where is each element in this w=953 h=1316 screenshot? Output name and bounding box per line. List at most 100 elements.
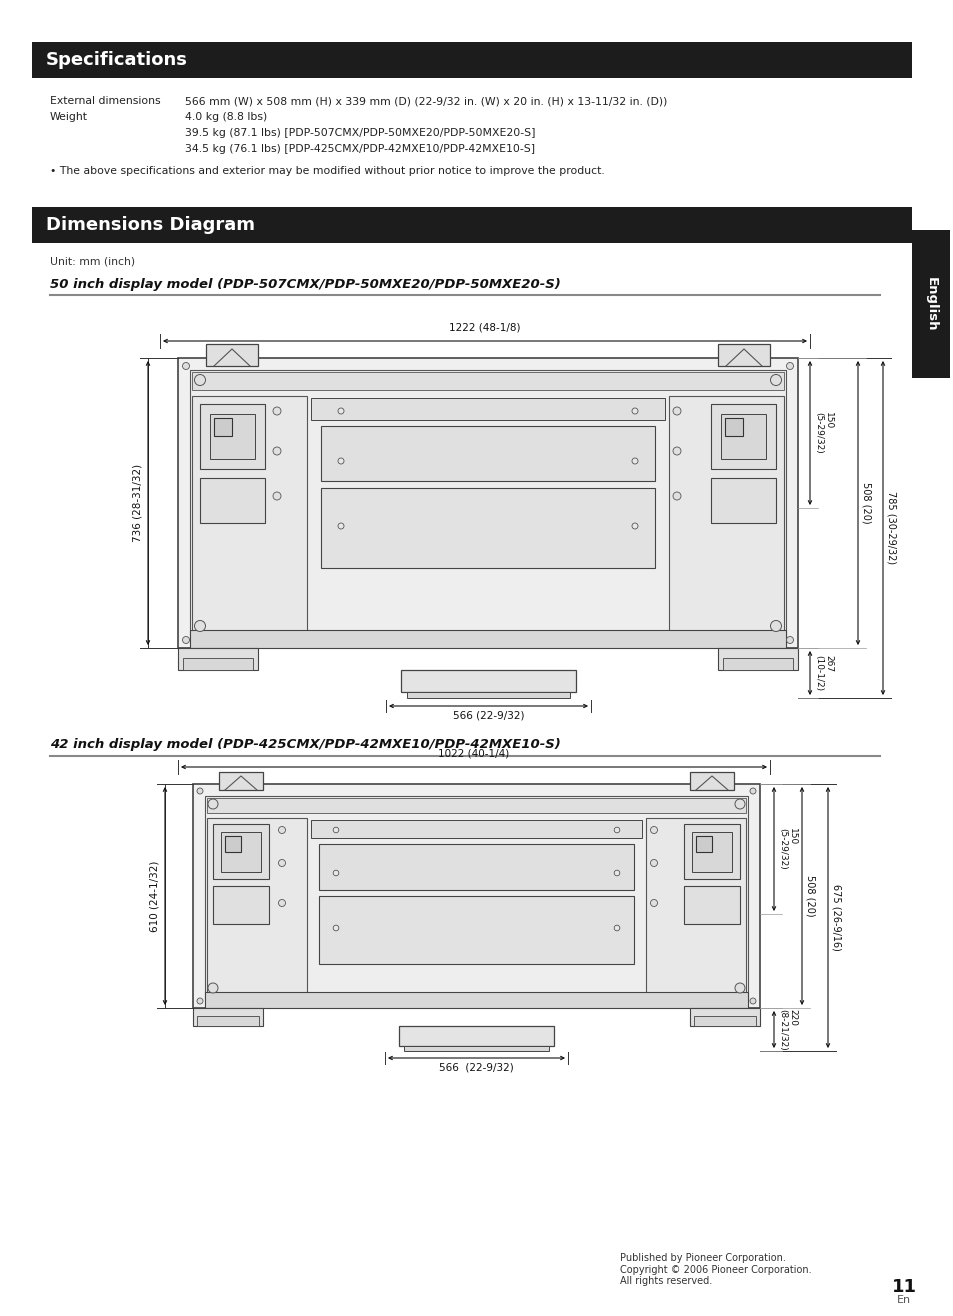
Bar (196, 1016, 258, 1026)
Bar (398, 1026, 554, 1046)
Bar (213, 824, 269, 879)
Circle shape (337, 522, 344, 529)
Circle shape (278, 826, 285, 833)
Text: 34.5 kg (76.1 lbs) [PDP-425CMX/PDP-42MXE10/PDP-42MXE10-S]: 34.5 kg (76.1 lbs) [PDP-425CMX/PDP-42MXE… (185, 143, 535, 154)
Text: 267
(10-1/2): 267 (10-1/2) (813, 655, 833, 691)
Bar (183, 658, 253, 670)
Text: 566  (22-9/32): 566 (22-9/32) (438, 1063, 514, 1073)
Circle shape (631, 522, 638, 529)
Text: 220
(8-21/32): 220 (8-21/32) (778, 1008, 797, 1050)
Circle shape (196, 788, 203, 794)
Circle shape (278, 900, 285, 907)
Circle shape (672, 447, 680, 455)
Bar (213, 418, 232, 436)
Circle shape (631, 458, 638, 465)
Text: 508 (20): 508 (20) (805, 875, 815, 917)
Text: 4.0 kg (8.8 lbs): 4.0 kg (8.8 lbs) (185, 112, 267, 122)
Bar (206, 343, 257, 366)
Circle shape (208, 799, 218, 809)
Bar (207, 819, 307, 998)
Circle shape (650, 859, 657, 866)
Bar (207, 797, 745, 813)
Text: 150
(5-29/32): 150 (5-29/32) (778, 828, 797, 870)
Circle shape (650, 826, 657, 833)
Text: Specifications: Specifications (46, 51, 188, 68)
Bar (722, 658, 792, 670)
Bar (178, 358, 797, 647)
Circle shape (278, 859, 285, 866)
Bar (724, 418, 742, 436)
Circle shape (333, 870, 338, 876)
Text: Weight: Weight (50, 112, 88, 122)
Text: 566 mm (W) x 508 mm (H) x 339 mm (D) (22-9/32 in. (W) x 20 in. (H) x 13-11/32 in: 566 mm (W) x 508 mm (H) x 339 mm (D) (22… (185, 96, 667, 107)
Circle shape (770, 621, 781, 632)
Bar (318, 844, 634, 890)
Text: 508 (20): 508 (20) (862, 482, 871, 524)
Bar (320, 488, 655, 569)
Bar (193, 784, 760, 1008)
Circle shape (614, 925, 619, 930)
Circle shape (749, 998, 755, 1004)
Bar (190, 370, 785, 640)
Circle shape (785, 637, 793, 644)
Bar (318, 896, 634, 965)
Bar (407, 692, 569, 697)
Bar (683, 886, 740, 924)
Bar (193, 1008, 263, 1026)
Circle shape (273, 407, 281, 415)
Circle shape (672, 492, 680, 500)
Bar (219, 772, 263, 790)
Circle shape (650, 900, 657, 907)
Text: 42 inch display model (PDP-425CMX/PDP-42MXE10/PDP-42MXE10-S): 42 inch display model (PDP-425CMX/PDP-42… (50, 738, 560, 751)
Bar (190, 630, 785, 647)
Bar (720, 415, 765, 459)
Bar (221, 832, 261, 873)
Text: English: English (923, 276, 937, 332)
Bar (710, 404, 775, 468)
Bar (689, 1008, 760, 1026)
Bar (200, 404, 265, 468)
Bar (718, 343, 769, 366)
Circle shape (749, 788, 755, 794)
Bar (668, 396, 783, 638)
Text: 1022 (40-1/4): 1022 (40-1/4) (438, 749, 509, 759)
Bar (213, 886, 269, 924)
Circle shape (182, 362, 190, 370)
Circle shape (672, 407, 680, 415)
Text: 150
(5-29/32): 150 (5-29/32) (813, 412, 833, 454)
Bar (718, 647, 797, 670)
Circle shape (785, 362, 793, 370)
Text: 1222 (48-1/8): 1222 (48-1/8) (449, 322, 520, 333)
Circle shape (614, 828, 619, 833)
Bar (693, 1016, 755, 1026)
Text: Published by Pioneer Corporation.
Copyright © 2006 Pioneer Corporation.
All righ: Published by Pioneer Corporation. Copyri… (619, 1253, 811, 1286)
Circle shape (337, 458, 344, 465)
Circle shape (333, 828, 338, 833)
Bar (178, 647, 257, 670)
Text: 50 inch display model (PDP-507CMX/PDP-50MXE20/PDP-50MXE20-S): 50 inch display model (PDP-507CMX/PDP-50… (50, 278, 560, 291)
Bar (689, 772, 733, 790)
Text: External dimensions: External dimensions (50, 96, 160, 107)
Bar (205, 796, 747, 1000)
Circle shape (614, 870, 619, 876)
Circle shape (770, 375, 781, 386)
Circle shape (337, 408, 344, 415)
Text: 39.5 kg (87.1 lbs) [PDP-507CMX/PDP-50MXE20/PDP-50MXE20-S]: 39.5 kg (87.1 lbs) [PDP-507CMX/PDP-50MXE… (185, 128, 535, 138)
Text: Unit: mm (inch): Unit: mm (inch) (50, 257, 135, 266)
Bar (192, 372, 783, 390)
Bar (311, 397, 664, 420)
Circle shape (208, 983, 218, 994)
Bar (311, 820, 641, 838)
Bar (696, 836, 711, 851)
Text: 675 (26-9/16): 675 (26-9/16) (831, 884, 841, 951)
Bar (225, 836, 241, 851)
Circle shape (182, 637, 190, 644)
Circle shape (273, 447, 281, 455)
Bar (403, 1046, 548, 1051)
Text: Dimensions Diagram: Dimensions Diagram (46, 216, 254, 234)
Circle shape (273, 492, 281, 500)
Bar (192, 396, 307, 638)
Bar (683, 824, 740, 879)
Bar (691, 832, 731, 873)
Circle shape (194, 621, 205, 632)
